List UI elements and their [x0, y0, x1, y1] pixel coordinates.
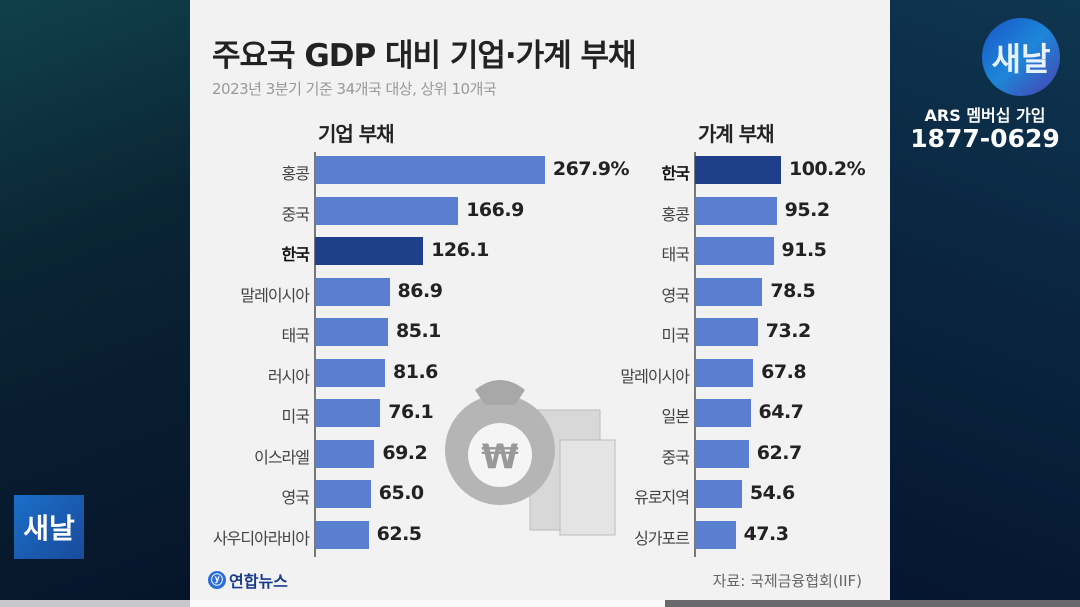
bar [315, 520, 369, 549]
value-label: 69.2 [382, 441, 428, 464]
bar-row: 홍콩 95.2 [190, 196, 890, 225]
svg-text:₩: ₩ [481, 437, 519, 477]
category-label: 태국 [281, 326, 310, 345]
bar [695, 318, 758, 346]
category-label: 일본 [661, 407, 690, 426]
value-label: 76.1 [388, 401, 434, 423]
bar [695, 439, 749, 468]
value-label: 86.9 [397, 279, 443, 302]
bar-row: 미국 73.2 [190, 318, 890, 346]
bar [695, 196, 777, 225]
value-label: 267.9% [552, 158, 630, 180]
bar-row: 미국 76.1 [190, 399, 890, 427]
bar-row: 한국 126.1 [190, 237, 890, 265]
bar [315, 156, 545, 184]
channel-logo: 새날 [982, 18, 1060, 96]
money-bag-building-illustration: ₩ [445, 380, 616, 536]
bar-row: 태국 91.5 [190, 237, 890, 265]
category-label: 영국 [661, 285, 690, 305]
channel-logo-small: 새날 [14, 495, 84, 559]
value-label: 73.2 [765, 320, 811, 342]
bar-row: 영국 65.0 [190, 480, 890, 508]
bar [695, 399, 751, 427]
bar-row: 이스라엘 69.2 [190, 439, 890, 468]
value-label: 81.6 [393, 360, 438, 383]
value-label: 100.2% [788, 158, 866, 180]
bar-row: 중국 166.9 [190, 196, 890, 225]
bar [315, 277, 390, 306]
bar [315, 358, 385, 387]
value-label: 62.5 [376, 522, 422, 545]
value-label: 95.2 [784, 198, 830, 221]
corporate-debt-heading: 기업 부채 [318, 122, 395, 146]
progress-strip-played[interactable] [190, 600, 665, 607]
category-label: 중국 [661, 447, 690, 467]
bar-row: 싱가포르 47.3 [190, 520, 890, 549]
bar [695, 358, 754, 387]
value-label: 67.8 [761, 360, 807, 383]
source-note: 자료: 국제금융협회(IIF) [712, 572, 862, 590]
category-label: 중국 [281, 204, 310, 224]
bar-row: 중국 62.7 [190, 439, 890, 468]
bar [695, 520, 736, 549]
bar-row: 홍콩 267.9% [190, 156, 890, 184]
category-label: 미국 [661, 326, 690, 345]
chart-subtitle: 2023년 3분기 기준 34개국 대상, 상위 10개국 [212, 80, 497, 98]
category-label: 미국 [281, 407, 310, 426]
category-label: 이스라엘 [254, 447, 310, 467]
category-label: 유로지역 [634, 488, 690, 507]
category-label: 태국 [661, 245, 690, 264]
bar-row: 말레이시아 67.8 [190, 358, 890, 387]
progress-strip-left [0, 600, 190, 607]
category-label: 한국 [661, 164, 690, 183]
chart-panel: 주요국 GDP 대비 기업·가계 부채 2023년 3분기 기준 34개국 대상… [190, 0, 890, 600]
bar [315, 237, 424, 265]
category-label: 영국 [281, 488, 310, 507]
category-label: 사우디아라비아 [212, 528, 310, 548]
ars-number: 1877-0629 [910, 124, 1060, 153]
axis-line [314, 152, 316, 557]
value-label: 65.0 [378, 482, 424, 504]
bar-row: 유로지역 54.6 [190, 480, 890, 508]
bar-row: 러시아 81.6 [190, 358, 890, 387]
value-label: 166.9 [466, 198, 524, 221]
category-label: 말레이시아 [240, 285, 310, 305]
household-debt-heading: 가계 부채 [698, 122, 775, 146]
bar-row: 한국 100.2% [190, 156, 890, 184]
axis-line [694, 152, 696, 557]
bar [695, 156, 781, 184]
bar [315, 480, 371, 508]
bar-row: 말레이시아 86.9 [190, 277, 890, 306]
bar [695, 480, 742, 508]
value-label: 62.7 [756, 441, 802, 464]
category-label: 싱가포르 [634, 528, 690, 548]
bar-row: 영국 78.5 [190, 277, 890, 306]
value-label: 78.5 [770, 279, 816, 302]
ars-label: ARS 멤버십 가입 [924, 106, 1046, 125]
value-label: 47.3 [743, 522, 789, 545]
category-label: 러시아 [267, 366, 310, 386]
category-label: 홍콩 [281, 164, 310, 183]
category-label: 홍콩 [661, 204, 690, 224]
bar [315, 318, 389, 346]
value-label: 85.1 [396, 320, 441, 342]
bar-row: 사우디아라비아 62.5 [190, 520, 890, 549]
bar-row: 태국 85.1 [190, 318, 890, 346]
background-right [890, 0, 1080, 607]
bar [695, 277, 763, 306]
value-label: 54.6 [749, 482, 795, 504]
progress-strip-remaining[interactable] [665, 600, 1080, 607]
value-label: 91.5 [781, 239, 827, 261]
category-label: 한국 [281, 245, 310, 264]
bar-row: 일본 64.7 [190, 399, 890, 427]
bar [315, 399, 381, 427]
chart-title: 주요국 GDP 대비 기업·가계 부채 [212, 38, 637, 74]
value-label: 126.1 [431, 239, 489, 261]
value-label: 64.7 [758, 401, 804, 423]
yonhap-logo: ⓨ 연합뉴스 [208, 568, 288, 592]
bar [315, 196, 459, 225]
category-label: 말레이시아 [620, 366, 690, 386]
bar [695, 237, 774, 265]
bar [315, 439, 375, 468]
